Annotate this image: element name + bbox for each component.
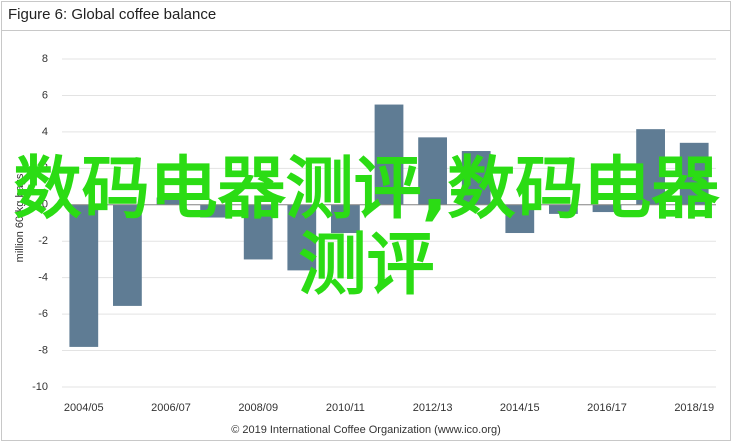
bar [156,197,186,205]
x-tick-label: 2018/19 [674,402,714,414]
bar [331,204,360,234]
x-tick-label: 2016/17 [587,402,627,414]
bar [679,142,709,205]
bar [592,204,622,213]
x-tick-label: 2008/09 [238,402,278,414]
y-tick-label: -4 [38,272,48,284]
x-tick-label: 2010/11 [326,402,365,414]
watermark: 数码电器测评,数码电器测评 [13,150,720,305]
y-tick-label: -10 [32,381,48,393]
bar [549,204,578,214]
y-tick-label: -2 [38,235,48,247]
y-tick-label: 8 [42,53,48,65]
source-note: © 2019 International Coffee Organization… [231,424,501,436]
bar [287,204,317,271]
y-tick-label: 0 [42,199,48,211]
bar [636,129,665,205]
x-tick-label: 2014/15 [500,402,540,414]
bar [69,204,99,347]
x-tick-label: 2004/05 [64,402,104,414]
bar [200,204,229,218]
bar [461,151,491,205]
y-tick-label: 2 [42,162,48,174]
bar [374,104,404,205]
bar [418,137,447,205]
x-tick-label: 2006/07 [151,402,191,414]
y-tick-label: 4 [42,126,48,138]
y-tick-label: -6 [38,308,48,320]
bar [113,204,142,306]
y-tick-label: 6 [42,89,48,101]
y-axis-label: million 60-kg bags [14,173,26,262]
bar [243,204,273,260]
y-tick-label: -8 [38,344,48,356]
bar [505,204,535,234]
chart-title: Figure 6: Global coffee balance [8,6,216,23]
x-tick-label: 2012/13 [413,402,453,414]
